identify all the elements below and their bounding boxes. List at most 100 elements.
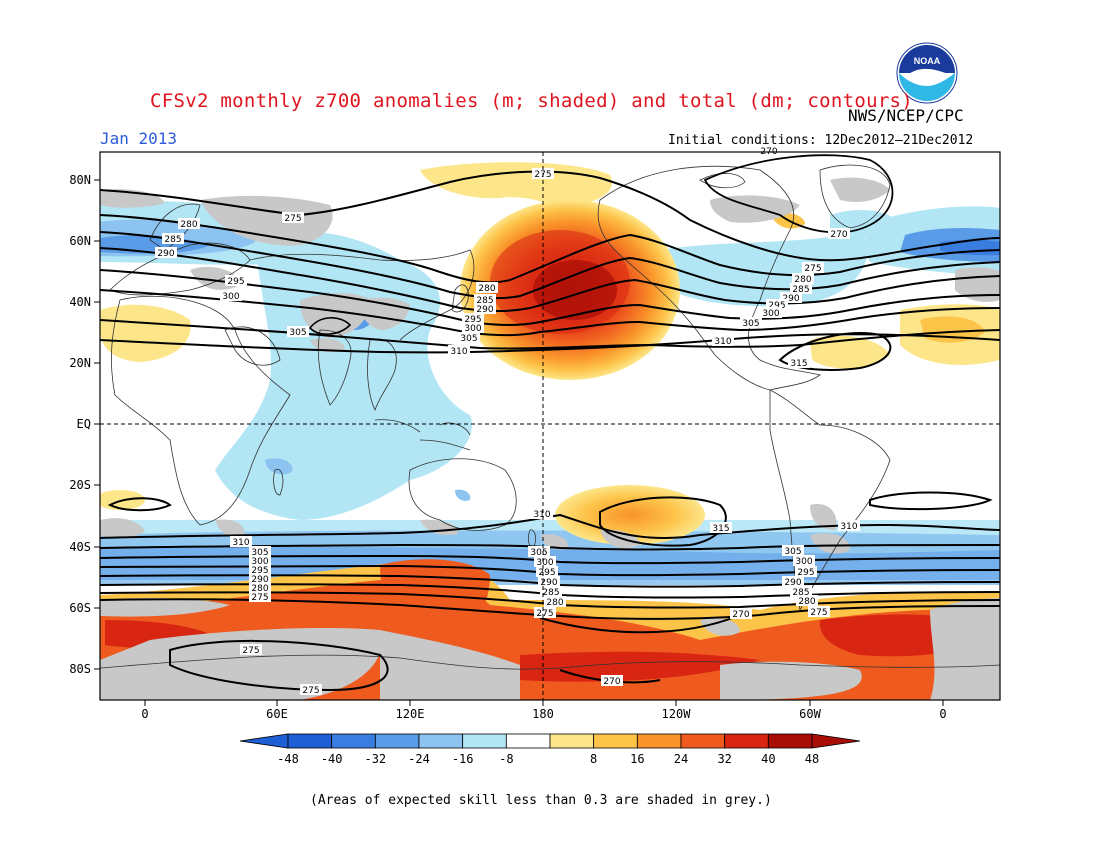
svg-text:295: 295 — [797, 568, 814, 578]
height-contours — [100, 154, 1000, 692]
svg-text:280: 280 — [180, 220, 197, 230]
svg-text:295: 295 — [251, 566, 268, 576]
svg-text:305: 305 — [251, 548, 268, 558]
lon-label: 180 — [532, 707, 554, 721]
svg-text:275: 275 — [302, 686, 319, 696]
longitude-labels: 0 60E 120E 180 120W 60W 0 — [141, 707, 946, 721]
colorbar-label: -8 — [499, 752, 513, 766]
colorbar-cell — [593, 733, 638, 749]
agency-label: NWS/NCEP/CPC — [848, 106, 964, 125]
svg-text:290: 290 — [540, 578, 557, 588]
reference-lines — [100, 152, 1000, 700]
colorbar-cell — [331, 733, 376, 749]
colorbar-cell — [680, 733, 726, 749]
svg-text:315: 315 — [712, 524, 729, 534]
svg-text:290: 290 — [782, 294, 799, 304]
lat-label: EQ — [77, 417, 91, 431]
svg-text:275: 275 — [251, 593, 268, 603]
svg-text:310: 310 — [450, 347, 467, 357]
svg-text:310: 310 — [840, 522, 857, 532]
colorbar-label: -16 — [452, 752, 474, 766]
colorbar-cell — [505, 733, 551, 749]
colorbar-left-arrow — [239, 733, 289, 749]
latitude-labels: 80N 60N 40N 20N EQ 20S 40S 60S 80S — [69, 173, 91, 676]
colorbar: -48 -40 -32 -24 -16 -8 8 16 24 32 40 48 — [239, 733, 861, 766]
svg-text:295: 295 — [464, 315, 481, 325]
lat-label: 40S — [69, 540, 91, 554]
colorbar-cell — [374, 733, 420, 749]
lat-label: 60N — [69, 234, 91, 248]
colorbar-cell — [636, 733, 682, 749]
svg-text:300: 300 — [222, 292, 239, 302]
colorbar-cell — [767, 733, 813, 749]
svg-text:270: 270 — [830, 230, 847, 240]
colorbar-label: -40 — [321, 752, 343, 766]
colorbar-label: 24 — [674, 752, 688, 766]
plot-frame — [99, 151, 1001, 701]
svg-text:295: 295 — [538, 568, 555, 578]
colorbar-label: 48 — [805, 752, 819, 766]
lat-label: 20S — [69, 478, 91, 492]
initial-conditions: Initial conditions: 12Dec2012–21Dec2012 — [668, 133, 974, 148]
svg-text:310: 310 — [533, 510, 550, 520]
lat-label: 20N — [69, 356, 91, 370]
lon-label: 0 — [939, 707, 946, 721]
colorbar-label: -32 — [364, 752, 386, 766]
svg-text:275: 275 — [804, 264, 821, 274]
colorbar-cell — [418, 733, 464, 749]
svg-text:290: 290 — [251, 575, 268, 585]
svg-text:305: 305 — [289, 328, 306, 338]
lon-label: 120E — [396, 707, 425, 721]
colorbar-cell — [287, 733, 333, 749]
svg-text:280: 280 — [478, 284, 495, 294]
lon-label: 60E — [266, 707, 288, 721]
svg-text:280: 280 — [798, 597, 815, 607]
colorbar-cell — [549, 733, 595, 749]
svg-text:300: 300 — [795, 557, 812, 567]
lat-label: 60S — [69, 601, 91, 615]
svg-text:290: 290 — [784, 578, 801, 588]
svg-text:315: 315 — [790, 359, 807, 369]
svg-text:285: 285 — [542, 588, 559, 598]
svg-text:305: 305 — [742, 319, 759, 329]
svg-text:285: 285 — [792, 588, 809, 598]
svg-text:290: 290 — [476, 305, 493, 315]
colorbar-label: 40 — [761, 752, 775, 766]
colorbar-cell — [462, 733, 507, 749]
svg-text:305: 305 — [784, 547, 801, 557]
svg-text:300: 300 — [762, 309, 779, 319]
svg-text:275: 275 — [810, 608, 827, 618]
skill-footnote: (Areas of expected skill less than 0.3 a… — [310, 793, 772, 808]
svg-text:300: 300 — [464, 324, 481, 334]
svg-text:275: 275 — [242, 646, 259, 656]
forecast-period: Jan 2013 — [100, 129, 178, 148]
svg-text:280: 280 — [794, 275, 811, 285]
lon-label: 0 — [141, 707, 148, 721]
svg-text:NOAA: NOAA — [914, 56, 941, 66]
svg-text:290: 290 — [157, 249, 174, 259]
svg-text:285: 285 — [164, 235, 181, 245]
svg-text:310: 310 — [714, 337, 731, 347]
svg-text:305: 305 — [460, 334, 477, 344]
svg-text:305: 305 — [530, 548, 547, 558]
svg-text:270: 270 — [603, 677, 620, 687]
svg-text:285: 285 — [792, 285, 809, 295]
chart-title: CFSv2 monthly z700 anomalies (m; shaded)… — [150, 90, 914, 112]
anomaly-shading — [100, 162, 1000, 700]
svg-text:295: 295 — [768, 301, 785, 311]
svg-text:275: 275 — [536, 609, 553, 619]
colorbar-label: 32 — [717, 752, 731, 766]
lat-label: 40N — [69, 295, 91, 309]
colorbar-label: -24 — [408, 752, 430, 766]
svg-text:280: 280 — [251, 584, 268, 594]
lat-label: 80S — [69, 662, 91, 676]
axis-ticks — [94, 179, 944, 706]
lon-label: 60W — [799, 707, 821, 721]
svg-text:270: 270 — [732, 610, 749, 620]
lon-label: 120W — [662, 707, 692, 721]
svg-text:300: 300 — [536, 558, 553, 568]
colorbar-cell — [724, 733, 769, 749]
colorbar-label: -48 — [277, 752, 299, 766]
svg-text:275: 275 — [284, 214, 301, 224]
